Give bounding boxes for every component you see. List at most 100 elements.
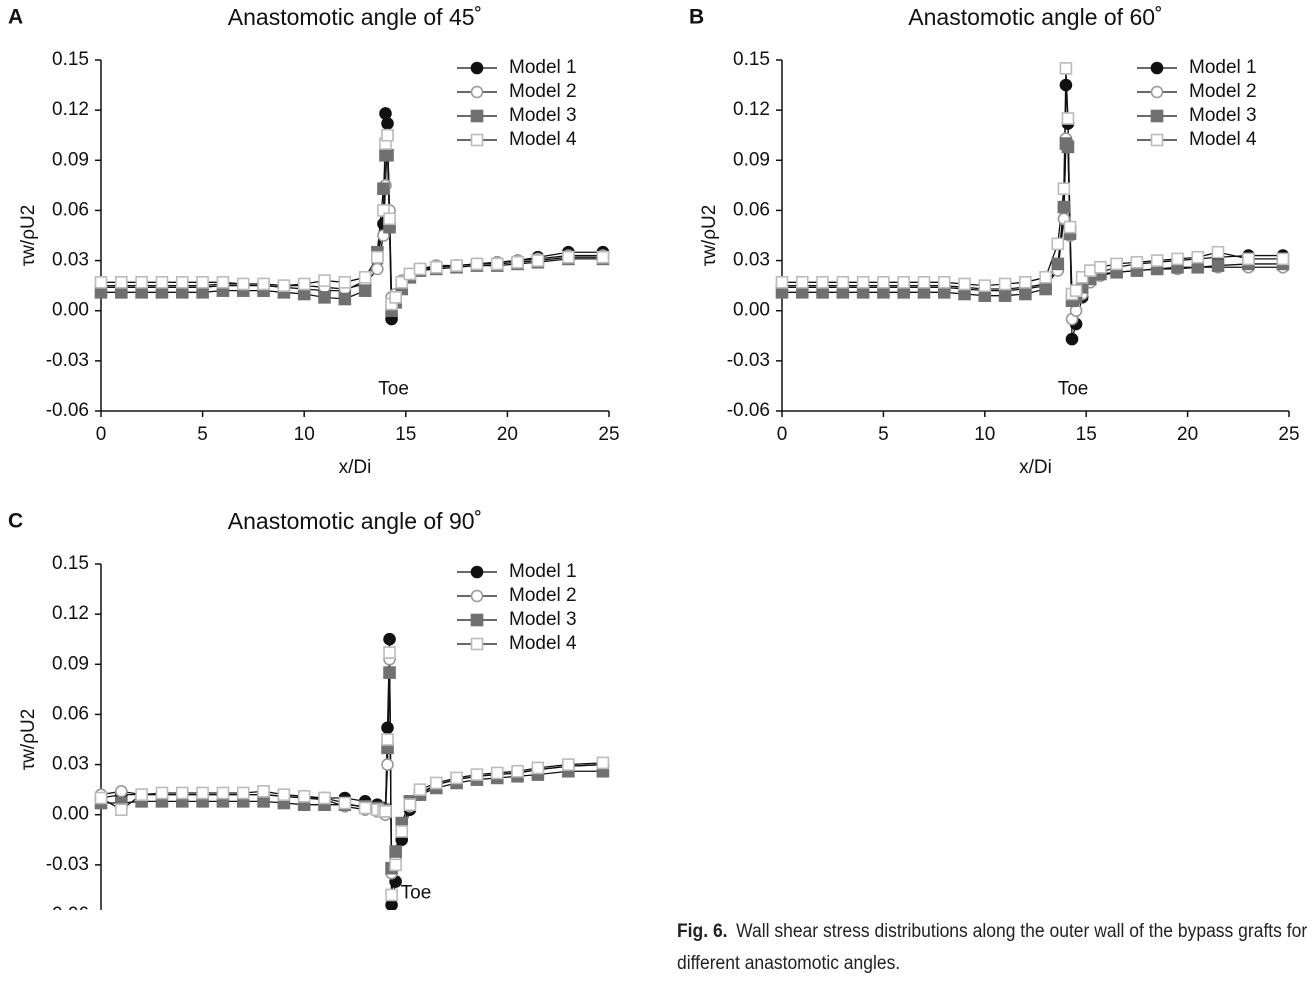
marker xyxy=(1059,62,1073,75)
x-tick-label: 5 xyxy=(878,424,889,445)
legend-label: Model 1 xyxy=(1189,57,1257,78)
marker xyxy=(1051,257,1065,271)
marker xyxy=(236,277,250,291)
y-tick-label: 0.06 xyxy=(52,199,89,220)
panel: A Anastomotic angle of 45˚ -0.06 -0.03 0.00 0… xyxy=(8,4,620,478)
caption-label: Fig. 6. xyxy=(677,921,728,942)
marker xyxy=(998,289,1012,302)
marker xyxy=(1057,182,1071,195)
marker xyxy=(450,771,463,785)
marker xyxy=(1061,112,1075,125)
marker xyxy=(358,801,372,815)
marker xyxy=(395,825,409,838)
x-axis-label: x/Di xyxy=(1019,457,1052,478)
marker xyxy=(318,291,331,304)
legend-marker xyxy=(470,637,484,651)
marker xyxy=(1065,332,1079,346)
caption: Fig. 6. Wall shear stress distributions … xyxy=(677,916,1307,980)
legend-marker xyxy=(470,589,484,603)
legend-marker xyxy=(470,133,484,147)
marker xyxy=(856,275,870,289)
marker xyxy=(94,791,108,805)
y-tick-label: 0.03 xyxy=(733,250,770,271)
marker xyxy=(155,786,169,800)
marker xyxy=(175,275,189,289)
marker xyxy=(470,768,484,781)
marker xyxy=(383,632,396,646)
annotation: Toe xyxy=(378,378,409,399)
series-line xyxy=(101,672,603,869)
marker xyxy=(998,277,1012,291)
marker xyxy=(377,182,390,195)
marker xyxy=(383,666,396,679)
marker xyxy=(531,761,545,775)
series-line xyxy=(101,135,603,299)
marker xyxy=(389,291,402,304)
marker xyxy=(115,803,128,817)
marker xyxy=(379,107,392,120)
marker xyxy=(338,796,352,810)
marker xyxy=(1039,270,1052,284)
legend-label: Model 2 xyxy=(509,81,577,102)
marker xyxy=(381,721,394,735)
x-tick-label: 25 xyxy=(1278,424,1299,445)
y-tick-label: 0.12 xyxy=(52,603,89,624)
marker xyxy=(450,259,463,272)
marker xyxy=(429,776,443,790)
marker xyxy=(135,275,148,289)
marker xyxy=(897,275,910,289)
marker xyxy=(1061,140,1075,154)
series-line xyxy=(100,652,603,896)
series-line xyxy=(782,68,1283,296)
y-axis-label: τw/ρU2 xyxy=(18,205,39,267)
marker xyxy=(1211,259,1225,272)
marker xyxy=(816,275,829,289)
x-tick-label: 10 xyxy=(294,424,315,445)
y-tick-label: -0.03 xyxy=(46,854,89,875)
series-line xyxy=(100,639,603,906)
marker xyxy=(531,254,545,267)
x-tick-label: 10 xyxy=(974,424,995,445)
marker xyxy=(836,275,850,289)
series-line xyxy=(100,659,603,874)
y-tick-label: 0.12 xyxy=(733,99,770,120)
x-axis-label: x/Di xyxy=(339,457,372,478)
marker xyxy=(917,275,931,289)
legend-label: Model 2 xyxy=(1189,81,1257,102)
x-tick-label: 0 xyxy=(777,424,788,445)
y-tick-label: 0.15 xyxy=(733,49,770,70)
marker xyxy=(381,128,394,142)
x-tick-label: 15 xyxy=(395,424,416,445)
marker xyxy=(236,786,250,800)
marker xyxy=(413,262,427,276)
y-tick-label: -0.06 xyxy=(46,400,89,421)
caption-text: Wall shear stress distributions along th… xyxy=(677,921,1308,974)
legend-marker xyxy=(470,565,484,579)
marker xyxy=(371,262,384,276)
legend-label: Model 3 xyxy=(1189,105,1257,126)
marker xyxy=(403,798,417,811)
legend-label: Model 1 xyxy=(509,57,577,78)
marker xyxy=(490,257,504,271)
marker xyxy=(358,270,372,284)
marker xyxy=(795,275,809,289)
legend-label: Model 4 xyxy=(1189,129,1257,150)
annotation: Toe xyxy=(1058,378,1089,399)
x-tick-label: 20 xyxy=(1177,424,1198,445)
marker xyxy=(318,274,331,287)
panel-letter: A xyxy=(8,6,23,29)
marker xyxy=(1094,260,1107,274)
y-tick-label: 0.03 xyxy=(52,250,89,271)
marker xyxy=(94,275,108,289)
marker xyxy=(257,785,270,798)
marker xyxy=(257,277,270,291)
legend-marker xyxy=(1150,133,1164,147)
marker xyxy=(937,275,951,289)
marker xyxy=(338,275,352,289)
marker xyxy=(1110,257,1123,271)
x-tick-label: 25 xyxy=(598,424,619,445)
legend-label: Model 4 xyxy=(509,633,577,654)
panel-letter: C xyxy=(8,510,23,533)
legend-label: Model 3 xyxy=(509,105,577,126)
y-tick-label: 0.03 xyxy=(52,754,89,775)
